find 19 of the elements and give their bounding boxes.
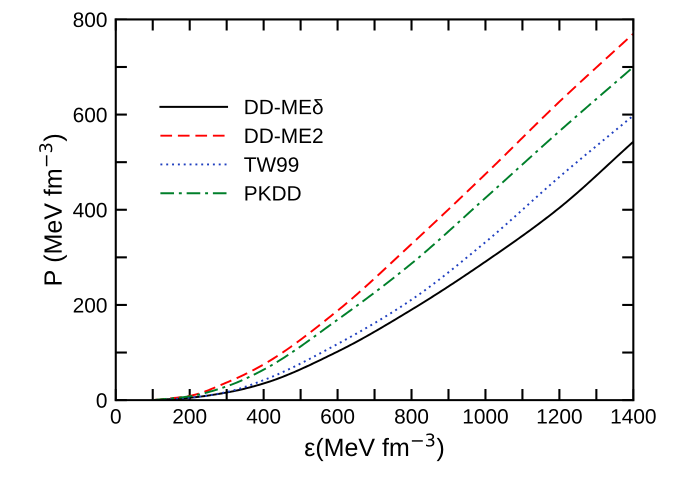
y-tick-label: 0	[96, 393, 107, 408]
y-tick-label: 600	[74, 108, 107, 122]
x-tick-label: 1200	[538, 409, 582, 424]
legend-label: DD-ME2	[245, 128, 323, 143]
y-axis-title: P (MeV fm$^{−3}$)	[39, 134, 67, 284]
x-tick-label: 200	[173, 409, 206, 424]
x-tick-label: 400	[246, 409, 280, 424]
legend-label: TW99	[244, 157, 298, 172]
y-tick-label: 800	[74, 12, 107, 28]
y-tick-label: 400	[73, 202, 107, 218]
x-tick-label: 1400	[612, 409, 656, 424]
legend-label: PKDD	[245, 186, 301, 201]
x-axis-title: ε(MeV fm$^{−3}$)	[305, 433, 444, 462]
x-tick-label: 600	[321, 409, 354, 424]
x-tick-label: 1000	[464, 409, 508, 424]
x-tick-label: 0	[110, 409, 121, 424]
legend-label: DD-MEδ	[245, 99, 323, 114]
x-tick-label: 800	[395, 409, 428, 424]
y-tick-label: 200	[74, 298, 107, 313]
